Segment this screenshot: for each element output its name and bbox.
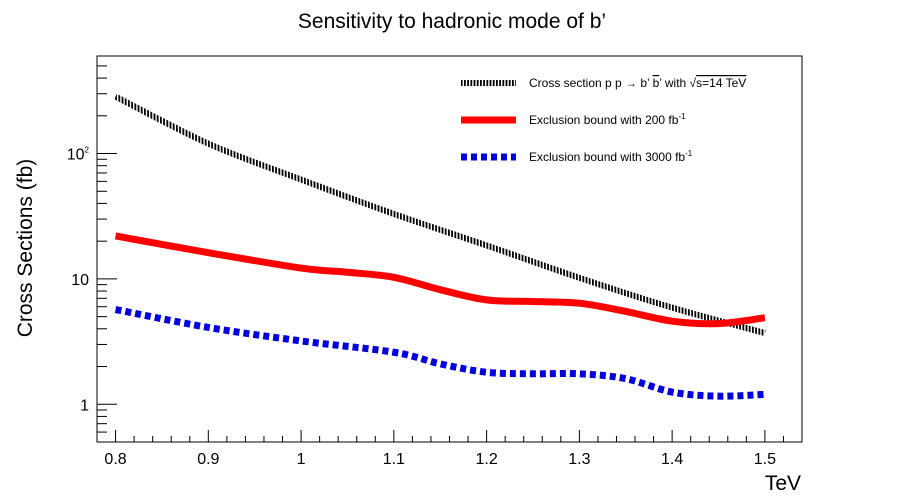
series-line-200fb — [114, 232, 766, 328]
y-tick-exponent: 2 — [85, 146, 90, 155]
y-tick-label: 10 — [71, 272, 89, 289]
y-tick-label: 1 — [80, 397, 89, 414]
x-tick-label: 0.9 — [197, 451, 219, 468]
y-tick-base: 10 — [67, 147, 85, 164]
legend-exponent: -1 — [678, 112, 686, 121]
legend-label: Exclusion bound with 3000 fb-1 — [529, 149, 693, 164]
series-line-3000fb — [114, 306, 766, 400]
chart-title: Sensitivity to hadronic mode of b’ — [298, 10, 606, 33]
legend-label: Cross section p p → b’ b’ with √s=14 TeV — [529, 76, 746, 90]
x-tick-label: 0.8 — [104, 451, 126, 468]
legend-exponent: -1 — [685, 149, 693, 158]
legend-sqrt: √ — [690, 76, 697, 90]
x-tick-label: 1.5 — [754, 451, 776, 468]
legend-bbar-prime: ’ — [659, 76, 661, 90]
legend-swatch-cross-section — [461, 80, 516, 86]
legend-text-main: Cross section p p → b’ — [529, 76, 653, 90]
legend-text-mid: with — [662, 76, 690, 90]
y-axis-title: Cross Sections (fb) — [14, 159, 37, 338]
x-axis-title: TeV — [765, 472, 801, 495]
x-tick-label: 1.1 — [383, 451, 405, 468]
legend: Cross section p p → b’ b’ with √s=14 TeV… — [461, 76, 746, 164]
y-tick-base: 1 — [80, 397, 89, 414]
legend-energy: s=14 TeV — [696, 76, 746, 90]
legend-label: Exclusion bound with 200 fb-1 — [529, 112, 686, 127]
x-tick-label: 1.2 — [475, 451, 497, 468]
x-tick-label: 1.3 — [568, 451, 590, 468]
series-line-cross-section — [114, 93, 766, 336]
series-layer — [114, 93, 766, 400]
legend-text-main: Exclusion bound with 3000 fb — [529, 150, 685, 164]
x-tick-label: 1.4 — [661, 451, 683, 468]
x-tick-label: 1 — [297, 451, 306, 468]
y-tick-base: 10 — [71, 272, 89, 289]
y-tick-label: 102 — [67, 146, 90, 164]
legend-text-main: Exclusion bound with 200 fb — [529, 113, 679, 127]
x-axis: 0.8 0.9 1 1.1 1.2 1.3 1.4 1.5 — [96, 430, 803, 468]
legend-bbar: b — [653, 76, 660, 90]
